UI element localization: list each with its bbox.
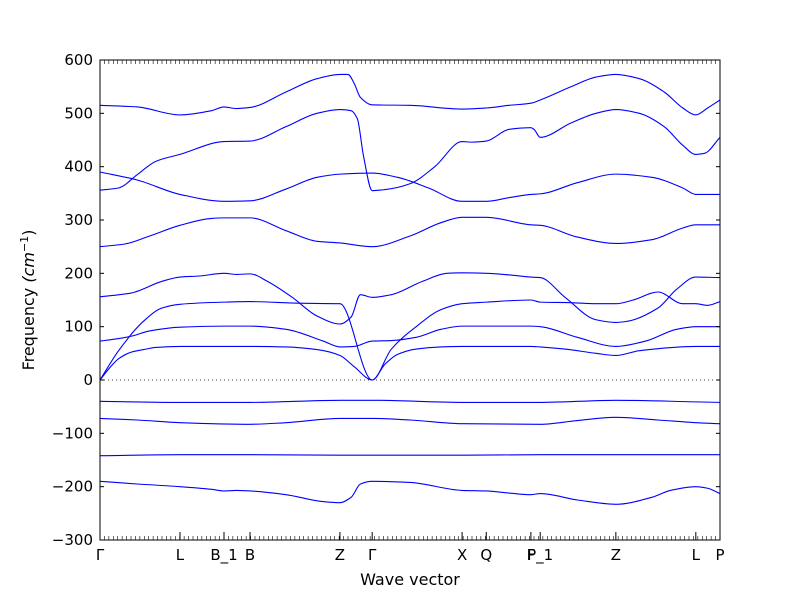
band-line-4: [99, 399, 721, 403]
band-line-11: [99, 109, 721, 192]
x-tick-label: Q: [480, 546, 492, 564]
band-line-10: [99, 171, 720, 202]
y-tick-label: 300: [64, 211, 93, 229]
band-line-8: [99, 272, 721, 325]
y-tick-label: 600: [64, 51, 93, 69]
x-tick-label: L: [176, 546, 185, 564]
y-axis-title: Frequency (cm−1): [18, 230, 38, 371]
plot-background: [100, 60, 720, 540]
x-tick-label: Z: [335, 546, 345, 564]
x-tick-label: P: [715, 546, 724, 564]
band-line-2: [99, 454, 720, 457]
x-tick-label: B: [245, 546, 255, 564]
y-tick-label: 200: [64, 264, 93, 282]
x-tick-label: Γ: [368, 546, 377, 564]
band-line-7: [99, 291, 721, 381]
y-tick-label: −200: [52, 478, 93, 496]
band-line-3: [99, 416, 721, 425]
y-tick-label: 0: [83, 371, 93, 389]
band-line-9: [99, 216, 720, 248]
x-tick-label: F: [527, 546, 536, 564]
y-tick-label: 100: [64, 318, 93, 336]
y-tick-label: −100: [52, 424, 93, 442]
y-axis-title-unit: (cm: [19, 252, 38, 283]
x-tick-label: P_1: [527, 546, 553, 565]
plot-frame: [99, 59, 721, 541]
x-tick-label: X: [457, 546, 467, 564]
y-tick-label: 400: [64, 158, 93, 176]
x-tick-label: L: [692, 546, 701, 564]
y-tick-label: −300: [52, 531, 93, 549]
y-axis-title-unit-exp: −1: [18, 236, 31, 252]
y-axis-title-text: Frequency: [19, 283, 38, 371]
y-tick-label: 500: [64, 104, 93, 122]
band-line-6: [99, 325, 720, 348]
band-line-12: [99, 73, 721, 116]
x-axis-title: Wave vector: [360, 570, 460, 589]
x-tick-label: Γ: [96, 546, 105, 564]
y-axis-title-unit-close: ): [19, 230, 38, 236]
band-line-1: [99, 480, 721, 505]
x-tick-label: Z: [611, 546, 621, 564]
x-tick-label: B_1: [210, 546, 237, 565]
